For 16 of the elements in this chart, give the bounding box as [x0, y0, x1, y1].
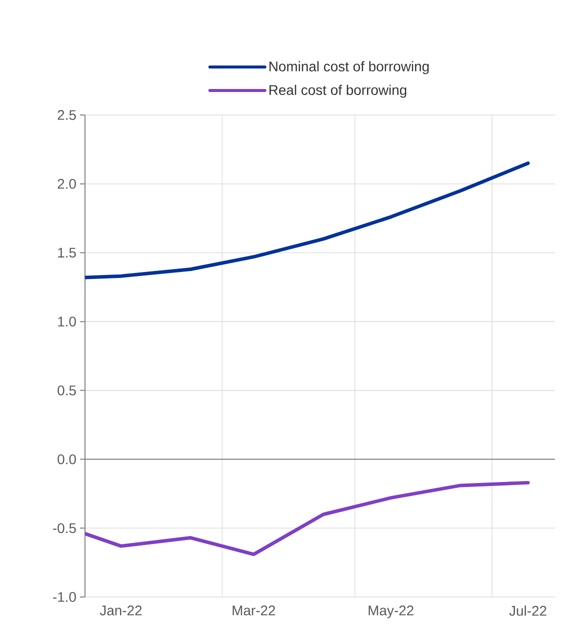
line-series [85, 161, 530, 280]
x-tick-label: Jan-22 [100, 606, 142, 616]
x-tick-label: Mar-22 [232, 606, 276, 616]
y-tick-label: 0.5 [58, 385, 76, 396]
legend-label: Nominal cost of borrowing [270, 61, 429, 74]
x-tick-label: May-22 [368, 606, 414, 618]
line-series [85, 480, 530, 556]
y-tick-label: 1.5 [58, 248, 76, 258]
y-tick-label: 2.0 [58, 178, 76, 189]
legend-label: Real cost of borrowing [270, 84, 406, 98]
y-tick-label: 2.5 [58, 110, 76, 120]
y-tick-label: 1.0 [58, 316, 76, 327]
y-tick-label: -0.5 [53, 523, 76, 534]
y-tick-label: -1.0 [53, 592, 76, 602]
x-tick-label: Jul-22 [509, 606, 546, 616]
y-tick-label: 0.0 [58, 454, 76, 464]
